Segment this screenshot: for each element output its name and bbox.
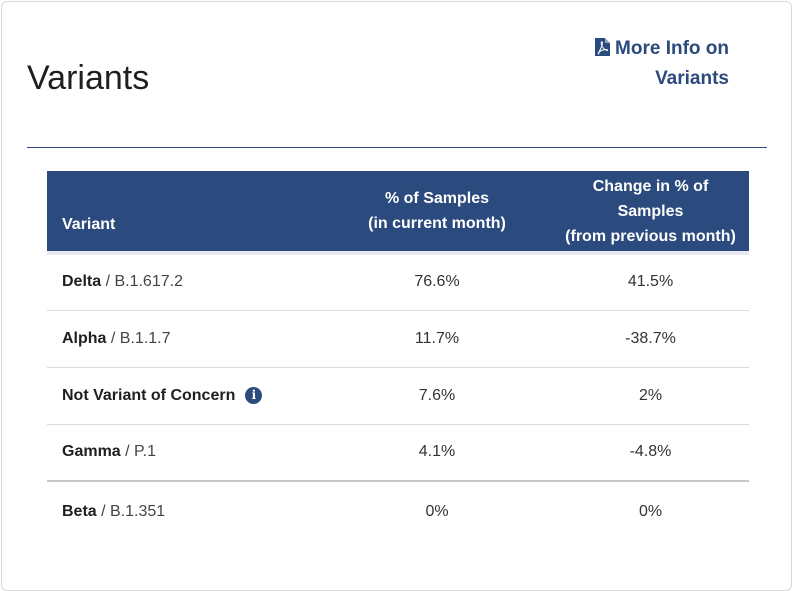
variant-cell: Not Variant of Concern i	[47, 367, 322, 424]
lineage-separator: /	[106, 329, 120, 347]
variant-lineage: B.1.617.2	[114, 273, 183, 291]
variant-cell: Gamma / P.1	[47, 424, 322, 481]
variant-cell: Delta / B.1.617.2	[47, 253, 322, 310]
pct-samples-cell: 4.1%	[418, 443, 456, 461]
variants-table: Variant % of Samples (in current month) …	[47, 171, 749, 541]
variant-lineage: P.1	[134, 443, 156, 461]
table-row: Gamma / P.1 4.1% -4.8%	[47, 424, 749, 481]
change-pct-cell: 0%	[638, 502, 663, 520]
table-row: Alpha / B.1.1.7 11.7% -38.7%	[47, 310, 749, 367]
change-pct-cell: -4.8%	[629, 443, 672, 461]
variant-name: Not Variant of Concern	[62, 386, 236, 404]
variant-name: Gamma	[62, 443, 121, 461]
table-header-row: Variant % of Samples (in current month) …	[47, 171, 749, 255]
change-pct-cell: 2%	[638, 386, 663, 404]
info-circle-icon[interactable]: i	[245, 386, 263, 404]
title-divider	[27, 147, 767, 148]
more-info-label: More Info on Variants	[615, 38, 729, 89]
pct-samples-cell: 76.6%	[414, 273, 460, 291]
pdf-file-icon	[595, 38, 611, 56]
variant-lineage: B.1.1.7	[119, 329, 171, 347]
table-row: Delta / B.1.617.2 76.6% 41.5%	[47, 253, 749, 310]
variant-cell: Beta / B.1.351	[47, 481, 322, 541]
pct-samples-cell: 7.6%	[418, 386, 456, 404]
change-pct-cell: 41.5%	[627, 273, 674, 291]
table-row: Not Variant of Concern i 7.6% 2%	[47, 367, 749, 424]
column-header-pct-samples: % of Samples (in current month)	[322, 171, 552, 255]
variant-cell: Alpha / B.1.1.7	[47, 310, 322, 367]
lineage-separator: /	[120, 443, 135, 461]
change-pct-cell: -38.7%	[625, 329, 676, 347]
variant-name: Delta	[62, 273, 102, 291]
pct-samples-cell: 0%	[425, 502, 449, 520]
page-title: Variants	[27, 59, 150, 97]
pct-samples-cell: 11.7%	[414, 329, 460, 347]
variant-name: Beta	[62, 502, 97, 520]
variant-lineage: B.1.351	[110, 502, 166, 520]
lineage-separator: /	[96, 502, 111, 520]
column-header-change-pct: Change in % of Samples (from previous mo…	[552, 171, 749, 255]
more-info-link[interactable]: More Info on Variants	[559, 34, 729, 94]
variant-name: Alpha	[62, 329, 107, 347]
column-header-variant: Variant	[47, 171, 322, 255]
lineage-separator: /	[101, 273, 115, 291]
table-row: Beta / B.1.351 0% 0%	[47, 481, 749, 541]
